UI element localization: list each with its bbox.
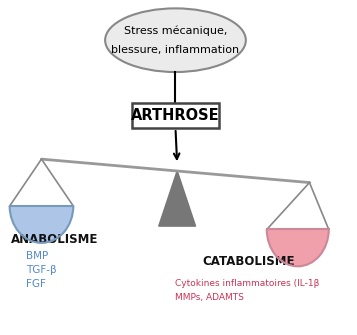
- Text: FGF: FGF: [26, 279, 46, 289]
- Text: blessure, inflammation: blessure, inflammation: [111, 45, 240, 55]
- Text: CATABOLISME: CATABOLISME: [202, 255, 295, 268]
- FancyBboxPatch shape: [132, 103, 219, 128]
- Text: Cytokines inflammatoires (IL-1β: Cytokines inflammatoires (IL-1β: [176, 279, 320, 287]
- Text: TGF-β: TGF-β: [26, 265, 57, 275]
- Text: Stress mécanique,: Stress mécanique,: [124, 25, 227, 36]
- Text: ARTHROSE: ARTHROSE: [131, 108, 220, 123]
- Ellipse shape: [105, 8, 246, 72]
- Text: BMP: BMP: [26, 251, 49, 261]
- PathPatch shape: [267, 229, 329, 266]
- Text: ANABOLISME: ANABOLISME: [11, 233, 99, 246]
- Polygon shape: [159, 171, 196, 226]
- Text: MMPs, ADAMTS: MMPs, ADAMTS: [176, 293, 244, 302]
- PathPatch shape: [10, 206, 73, 243]
